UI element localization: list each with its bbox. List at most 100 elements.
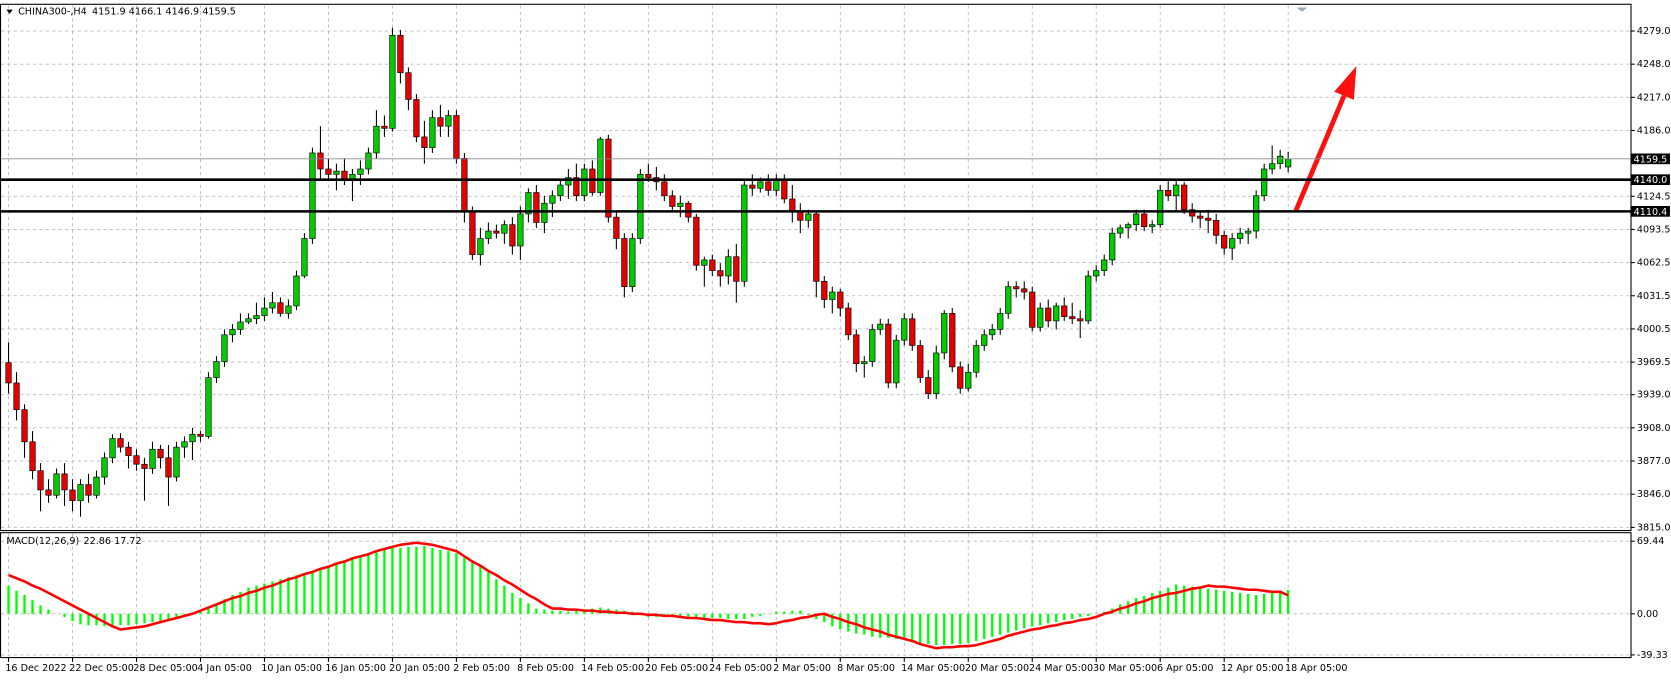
candle-body xyxy=(333,170,340,175)
macd-panel xyxy=(0,532,1632,659)
x-tick-label: 10 Jan 05:00 xyxy=(261,663,322,674)
candle-body xyxy=(789,198,796,213)
candle-body xyxy=(845,307,852,336)
x-tick-label: 14 Feb 05:00 xyxy=(581,663,644,674)
x-tick-label: 20 Feb 05:00 xyxy=(645,663,708,674)
candle-body xyxy=(1189,209,1196,217)
x-tick-label: 22 Dec 05:00 xyxy=(69,663,133,674)
candle-body xyxy=(45,489,52,496)
y-tick-label: -39.33 xyxy=(1637,650,1668,661)
candle-body xyxy=(797,211,804,221)
x-tick-label: 4 Jan 05:00 xyxy=(197,663,252,674)
candle-body xyxy=(709,259,716,271)
candle-body xyxy=(1213,220,1220,236)
y-tick-label: 4279.0 xyxy=(1637,26,1671,37)
candle-body xyxy=(1045,307,1052,322)
candle-body xyxy=(389,34,396,129)
x-tick-label: 20 Jan 05:00 xyxy=(389,663,450,674)
candle-body xyxy=(1237,232,1244,239)
candle-body xyxy=(141,463,148,469)
candle-body xyxy=(165,457,172,478)
candle-body xyxy=(37,470,44,491)
macd-value: 22.86 xyxy=(83,536,110,547)
candle-body xyxy=(1109,232,1116,261)
candle-body xyxy=(669,195,676,207)
candle-body xyxy=(1069,316,1076,320)
candle-body xyxy=(1085,275,1092,322)
header-low: 4146.9 xyxy=(166,7,200,18)
candle-body xyxy=(1053,305,1060,322)
candle-body xyxy=(725,256,732,277)
x-tick-label: 30 Mar 05:00 xyxy=(1093,663,1157,674)
candle-body xyxy=(405,72,412,100)
candle-body xyxy=(1181,184,1188,210)
candle-body xyxy=(949,313,956,368)
candle-body xyxy=(733,256,740,282)
candle-body xyxy=(1173,184,1180,197)
candle-body xyxy=(365,152,372,170)
x-tick-label: 6 Apr 05:00 xyxy=(1157,663,1213,674)
macd-header: MACD(12,26,9) 22.86 17.72 xyxy=(6,536,141,547)
y-tick-label: 4217.0 xyxy=(1637,92,1671,103)
candle-body xyxy=(573,177,580,197)
x-tick-label: 8 Mar 05:00 xyxy=(837,663,895,674)
candle-body xyxy=(989,329,996,336)
y-tick-label: 3846.0 xyxy=(1637,489,1671,500)
candle-body xyxy=(493,230,500,234)
candle-body xyxy=(21,409,28,443)
candle-body xyxy=(357,168,364,175)
signal-line xyxy=(8,541,1289,650)
candle-body xyxy=(957,366,964,389)
candle-body xyxy=(1285,158,1292,168)
candle-body xyxy=(541,202,548,223)
candle-body xyxy=(853,334,860,365)
candle-body xyxy=(901,318,908,341)
level-label: 4140.0 xyxy=(1634,175,1668,186)
last-price-box xyxy=(1630,153,1670,165)
candle-body xyxy=(485,230,492,239)
candle-body xyxy=(829,291,836,300)
candle-body xyxy=(413,99,420,138)
chart-header: CHINA300-,H4 4151.9 4166.1 4146.9 4159.5 xyxy=(18,7,236,18)
candle-body xyxy=(1165,190,1172,197)
level-label: 4110.4 xyxy=(1634,207,1668,218)
candle-body xyxy=(861,361,868,365)
candle-body xyxy=(245,318,252,323)
candle-body xyxy=(421,136,428,148)
candle-body xyxy=(117,438,124,448)
candle-body xyxy=(189,433,196,443)
candle-body xyxy=(261,307,268,316)
candle-body xyxy=(965,371,972,389)
candle-body xyxy=(93,476,100,496)
candle-body xyxy=(461,157,468,213)
candle-body xyxy=(181,441,188,448)
y-tick-label: 4031.5 xyxy=(1637,291,1671,302)
candle-body xyxy=(437,117,444,127)
x-tick-label: 16 Jan 05:00 xyxy=(325,663,386,674)
candle-body xyxy=(517,213,524,247)
candle-body xyxy=(717,270,724,277)
shift-marker xyxy=(1296,7,1308,12)
candle-body xyxy=(1021,288,1028,293)
trend-arrow-head xyxy=(1334,66,1357,100)
header-high: 4166.1 xyxy=(129,7,163,18)
candle-body xyxy=(637,174,644,239)
candle-body xyxy=(5,362,12,384)
candle-body xyxy=(1157,190,1164,225)
candle-body xyxy=(1013,286,1020,290)
candle-body xyxy=(229,329,236,336)
candle-body xyxy=(877,323,884,330)
candle-body xyxy=(77,484,84,501)
x-tick-label: 24 Feb 05:00 xyxy=(709,663,772,674)
candle-body xyxy=(893,339,900,384)
candle-body xyxy=(933,352,940,394)
candle-body xyxy=(397,34,404,74)
candle-body xyxy=(317,152,324,170)
price-panel xyxy=(0,3,1632,532)
candle-body xyxy=(629,238,636,287)
candle-body xyxy=(1093,270,1100,277)
signal-value: 17.72 xyxy=(114,536,141,547)
candle-body xyxy=(133,455,140,465)
